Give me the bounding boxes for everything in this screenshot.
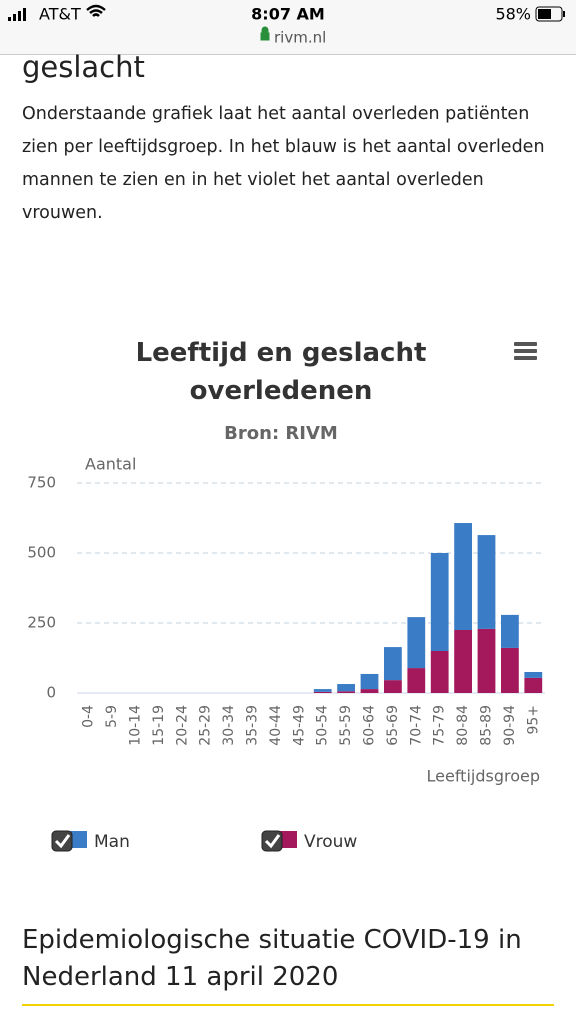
battery-icon: [535, 6, 565, 22]
x-tick-label: 15-19: [151, 705, 167, 746]
bar: [501, 647, 519, 693]
legend-checkbox: [51, 830, 73, 852]
y-tick-label: 0: [46, 684, 56, 702]
x-tick-label: 30-34: [221, 705, 237, 746]
x-tick-label: 60-64: [362, 705, 378, 746]
y-tick-label: 250: [27, 614, 56, 632]
x-tick-label: 75-79: [432, 705, 448, 746]
x-tick-label: 45-49: [291, 705, 307, 746]
y-axis-title: Aantal: [85, 455, 136, 474]
bar: [360, 689, 379, 693]
x-tick-label: 85-89: [479, 705, 495, 746]
y-tick-label: 750: [27, 474, 56, 492]
legend-checkbox: [261, 830, 283, 852]
bar: [477, 535, 496, 629]
x-tick-label: 5-9: [104, 705, 120, 728]
x-tick-label: 95+: [525, 705, 541, 735]
x-tick-label: 35-39: [245, 705, 261, 746]
x-tick-label: 25-29: [198, 705, 214, 746]
battery-level: 58%: [495, 5, 531, 24]
lock-icon: [260, 26, 270, 41]
legend-label[interactable]: Vrouw: [304, 832, 357, 852]
legend-label[interactable]: Man: [94, 832, 130, 852]
bar: [524, 672, 543, 678]
x-tick-label: 10-14: [128, 705, 144, 746]
section-heading: geslacht: [22, 50, 145, 84]
bar: [524, 677, 543, 693]
paragraph: Onderstaande grafiek laat het aantal ove…: [22, 104, 545, 223]
bar: [337, 684, 355, 692]
x-tick-label: 50-54: [315, 705, 331, 746]
bar: [313, 689, 332, 692]
legend-check: [54, 834, 71, 849]
y-tick-label: 500: [27, 544, 56, 562]
x-tick-label: 20-24: [174, 705, 190, 746]
chart-title: Leeftijd en geslacht overledenen: [135, 338, 427, 406]
legend-check: [264, 834, 281, 849]
legend-swatch: [280, 831, 297, 848]
chart-menu[interactable]: [514, 342, 537, 360]
x-tick-label: 80-84: [455, 705, 471, 746]
bar: [407, 668, 426, 693]
bar: [337, 691, 355, 693]
x-tick-label: 55-59: [338, 705, 354, 746]
wifi-icon: [86, 4, 106, 17]
x-tick-label: 0-4: [81, 705, 97, 728]
heading-underline: [22, 1004, 554, 1006]
bar: [360, 673, 379, 690]
x-tick-label: 70-74: [408, 705, 424, 746]
bar: [313, 691, 332, 693]
bar: [430, 651, 449, 693]
signal-icon: [8, 8, 26, 21]
bar: [384, 680, 402, 693]
bar: [384, 647, 402, 681]
next-heading: Epidemiologische situatie COVID-19 in Ne…: [22, 925, 522, 992]
clock: 8:07 AM: [251, 5, 325, 24]
bar: [454, 630, 472, 693]
legend-swatch: [70, 831, 87, 848]
url[interactable]: rivm.nl: [274, 29, 326, 47]
bar: [454, 523, 472, 630]
x-tick-label: 65-69: [385, 705, 401, 746]
bar: [407, 617, 426, 669]
x-tick-label: 40-44: [268, 705, 284, 746]
bar: [501, 614, 519, 648]
chart-subtitle: Bron: RIVM: [224, 423, 338, 444]
x-axis-title: Leeftijdsgroep: [427, 767, 541, 786]
carrier: AT&T: [39, 5, 81, 24]
x-tick-label: 90-94: [502, 705, 518, 746]
bar: [430, 553, 449, 651]
bar: [477, 628, 496, 693]
status-bar: [0, 0, 576, 55]
